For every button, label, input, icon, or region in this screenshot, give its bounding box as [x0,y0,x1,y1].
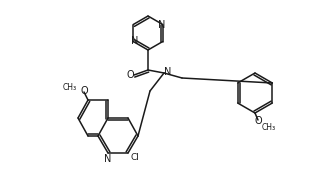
Text: O: O [254,116,262,126]
Text: O: O [126,70,134,80]
Text: N: N [131,36,138,47]
Text: O: O [80,86,88,96]
Text: N: N [164,67,172,77]
Text: Cl: Cl [131,153,139,163]
Text: CH₃: CH₃ [63,82,77,91]
Text: N: N [104,154,112,164]
Text: N: N [158,19,165,30]
Text: CH₃: CH₃ [262,123,276,131]
